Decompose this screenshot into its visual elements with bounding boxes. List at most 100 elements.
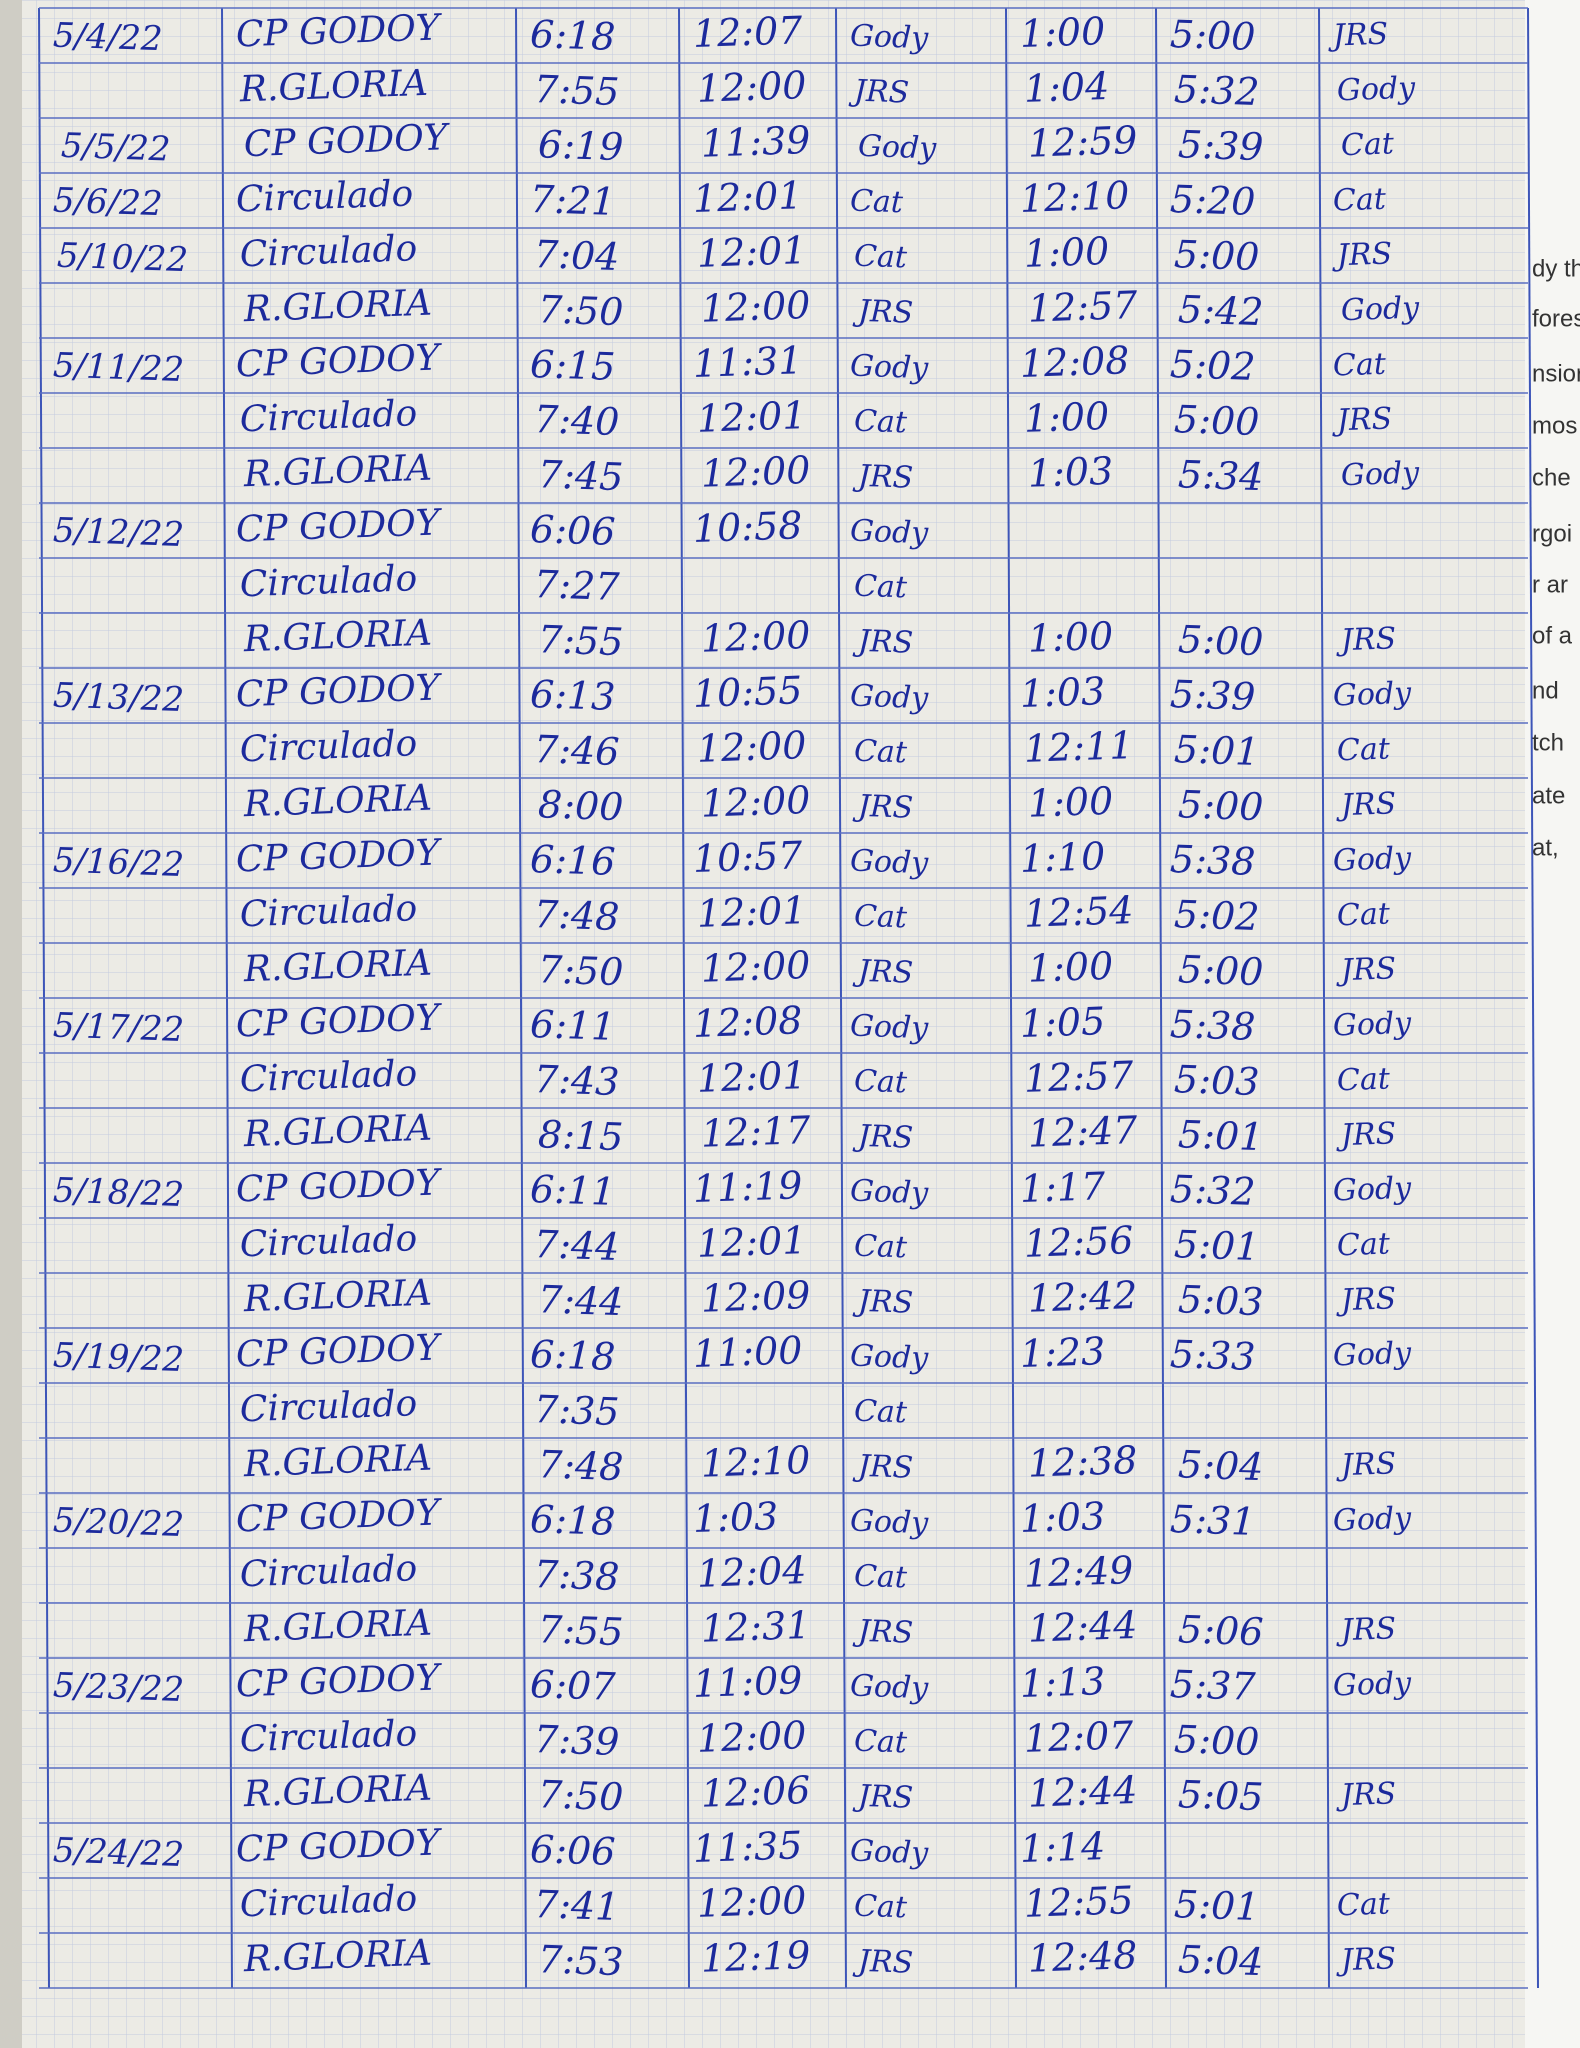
time-out: 5:01 — [1173, 1222, 1260, 1269]
signature: JRS — [1334, 786, 1396, 823]
signature: JRS — [851, 459, 913, 496]
lunch-in: 12:48 — [1027, 1933, 1138, 1981]
time-out: 5:03 — [1177, 1277, 1264, 1324]
lunch-out: 12:17 — [700, 1108, 812, 1156]
site: CP GODOY — [243, 117, 451, 165]
time-in: 6:18 — [529, 1332, 616, 1379]
signature: Gody — [1332, 1336, 1412, 1374]
signature: JRS — [1334, 621, 1396, 658]
time-out: 5:01 — [1173, 727, 1260, 774]
lunch-in: 1:05 — [1019, 999, 1106, 1046]
signature: Gody — [1336, 71, 1416, 109]
signature: JRS — [1334, 1776, 1396, 1813]
time-in: 7:48 — [537, 1442, 624, 1489]
time-out: 5:00 — [1173, 1717, 1260, 1764]
signature: JRS — [1334, 951, 1396, 988]
page-fragment: mos — [1532, 412, 1577, 439]
lunch-in: 12:44 — [1027, 1768, 1138, 1816]
signature: Gody — [849, 349, 929, 387]
lunch-out: 12:00 — [696, 1713, 807, 1761]
signature: Gody — [849, 1834, 929, 1872]
time-in: 6:11 — [529, 1167, 616, 1214]
site: CP GODOY — [235, 997, 443, 1045]
site: CP GODOY — [235, 1162, 443, 1210]
signature: JRS — [1326, 17, 1388, 54]
signature: Cat — [853, 899, 908, 936]
time-out: 5:00 — [1173, 232, 1260, 279]
signature: Gody — [1340, 455, 1420, 493]
site: Circulado — [239, 1713, 418, 1760]
time-in: 7:50 — [537, 1772, 624, 1819]
site: Circulado — [239, 393, 418, 440]
time-out: 5:42 — [1177, 287, 1264, 334]
date: 5/16/22 — [52, 841, 184, 886]
signature: Cat — [853, 404, 908, 441]
lunch-out: 12:19 — [700, 1933, 811, 1981]
signature: Gody — [849, 844, 929, 882]
lunch-in: 12:55 — [1023, 1878, 1134, 1926]
timesheet-table: 5/4/22 CP GODOY 6:18 12:07 Gody 1:00 5:00 JRS R.… — [38, 7, 1539, 1989]
lunch-in: 1:14 — [1019, 1824, 1106, 1871]
time-out: 5:37 — [1169, 1662, 1257, 1709]
site: CP GODOY — [235, 502, 443, 550]
time-in: 6:18 — [529, 1497, 616, 1544]
time-out: 5:31 — [1169, 1497, 1256, 1544]
lunch-in: 12:07 — [1023, 1713, 1135, 1761]
site: R.GLORIA — [242, 778, 432, 826]
lunch-out: 11:31 — [692, 338, 803, 386]
site: Circulado — [239, 558, 418, 605]
date: 5/20/22 — [52, 1501, 184, 1546]
site: R.GLORIA — [242, 1768, 432, 1816]
time-in: 7:48 — [533, 892, 620, 939]
lunch-in: 12:10 — [1019, 173, 1130, 221]
side-page-text: dy th fores nsior mos che rgoi r ar of a nd tch at… — [1532, 255, 1580, 861]
signature: Gody — [1340, 290, 1420, 328]
lunch-out: 12:04 — [696, 1548, 807, 1596]
time-out: 5:05 — [1177, 1772, 1264, 1819]
signature: JRS — [851, 1119, 913, 1156]
page-fragment: r ar — [1532, 571, 1568, 598]
signature: JRS — [851, 789, 913, 826]
time-in: 6:11 — [529, 1002, 616, 1049]
time-out: 5:39 — [1177, 122, 1264, 169]
date: 5/5/22 — [60, 126, 171, 170]
site: CP GODOY — [235, 1492, 443, 1540]
lunch-in: 1:00 — [1023, 394, 1110, 441]
site: R.GLORIA — [242, 1438, 432, 1486]
time-out: 5:04 — [1177, 1937, 1264, 1984]
signature: Cat — [853, 569, 908, 606]
binding-shadow — [0, 0, 22, 2048]
signature: JRS — [851, 1284, 913, 1321]
signature: JRS — [851, 624, 913, 661]
signature: Cat — [1336, 1061, 1391, 1098]
page-fragment: ate — [1532, 782, 1565, 809]
lunch-out: 12:01 — [692, 173, 803, 221]
site: R.GLORIA — [242, 613, 432, 661]
time-in: 7:53 — [537, 1937, 624, 1984]
signature: JRS — [1330, 236, 1392, 273]
lunch-in: 1:17 — [1019, 1164, 1107, 1211]
page-fragment: nsior — [1532, 360, 1580, 387]
lunch-out: 12:01 — [696, 888, 807, 936]
time-in: 6:06 — [529, 1827, 616, 1874]
page-fragment: dy th — [1532, 255, 1580, 282]
lunch-out: 12:00 — [696, 1878, 807, 1926]
site: Circulado — [239, 1548, 418, 1595]
signature: Gody — [849, 679, 929, 717]
time-in: 6:13 — [529, 672, 616, 719]
signature: Cat — [853, 1889, 908, 1926]
time-in: 8:00 — [537, 782, 624, 829]
time-in: 7:44 — [537, 1277, 624, 1324]
time-out: 5:32 — [1169, 1167, 1256, 1214]
time-in: 6:15 — [529, 342, 616, 389]
date: 5/13/22 — [52, 676, 184, 721]
signature: Gody — [849, 1174, 929, 1212]
time-in: 7:55 — [533, 67, 620, 114]
time-in: 7:43 — [533, 1057, 620, 1104]
signature: Cat — [1332, 347, 1387, 384]
lunch-out: 10:58 — [692, 503, 803, 551]
lunch-in: 12:47 — [1027, 1108, 1139, 1156]
lunch-in: 1:00 — [1019, 9, 1106, 56]
time-in: 7:38 — [533, 1552, 620, 1599]
lunch-out: 12:07 — [692, 8, 804, 56]
